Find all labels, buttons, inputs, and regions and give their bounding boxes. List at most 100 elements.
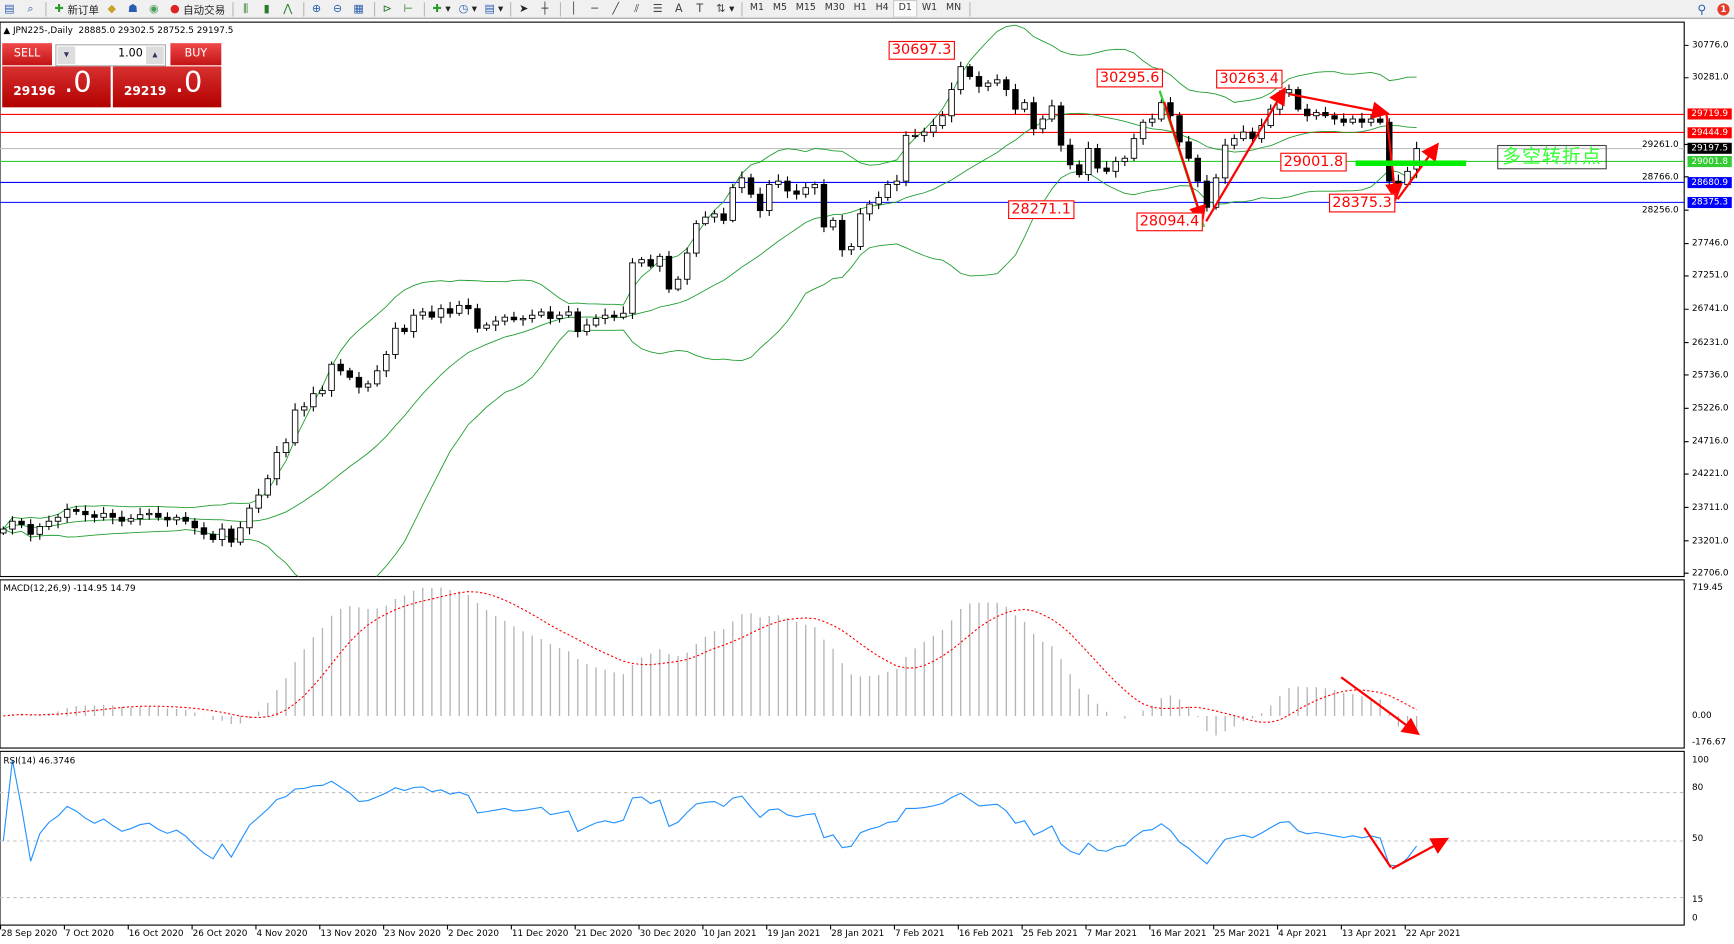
candle[interactable] [629,258,636,319]
candle[interactable] [282,438,290,458]
auto-trading-button[interactable]: ● 自动交易 [165,1,228,17]
candle[interactable] [592,314,600,328]
channel-button[interactable]: ⫽ [627,1,648,16]
candle[interactable] [100,507,107,521]
candle[interactable] [209,530,217,543]
candle[interactable] [848,243,855,255]
zoom-out-button[interactable]: ⊖ [328,1,349,16]
candle[interactable] [136,507,144,526]
candle[interactable] [1313,109,1320,120]
signals-button[interactable]: ◉ [144,1,165,16]
candle[interactable] [1094,143,1101,173]
candle[interactable] [1358,112,1366,128]
candle[interactable] [1121,155,1129,167]
timeframe-w1[interactable]: W1 [921,2,938,14]
search-icon[interactable]: ⚲ [1697,1,1707,17]
candle[interactable] [383,350,390,378]
chart-shift-button[interactable]: ⊢ [399,1,420,16]
candle[interactable] [255,488,262,513]
candle[interactable] [519,315,527,326]
candle[interactable] [392,322,399,359]
candle[interactable] [784,176,791,199]
candle[interactable] [428,305,436,320]
candle[interactable] [921,127,928,143]
text-label-button[interactable]: T [690,1,711,16]
candle[interactable] [1103,161,1110,175]
candle[interactable] [483,322,490,331]
candle[interactable] [228,525,235,548]
candle[interactable] [1285,84,1293,97]
candle[interactable] [319,385,326,397]
candle[interactable] [1085,141,1092,181]
candle[interactable] [875,191,882,210]
candle[interactable] [1048,99,1056,122]
candle[interactable] [583,318,591,336]
candle[interactable] [1030,96,1037,136]
candle[interactable] [191,518,199,535]
templates-button[interactable]: ▤ ▾ [484,2,504,15]
candle[interactable] [902,131,910,187]
price-annotation[interactable]: 28375.3 [1328,193,1396,213]
candle[interactable] [0,526,7,535]
candle[interactable] [1176,112,1183,147]
arrows-button[interactable]: ⇅ ▾ [716,2,735,15]
candle[interactable] [337,359,344,376]
candle[interactable] [36,523,44,540]
candle[interactable] [9,516,16,535]
candle[interactable] [574,307,581,338]
bar-chart-button[interactable]: ⫼ [236,1,257,16]
buy-button[interactable]: BUY [170,43,222,66]
candle[interactable] [1039,115,1046,134]
candle[interactable] [446,301,454,318]
candle[interactable] [1322,106,1329,119]
candle[interactable] [556,311,563,323]
crosshair-button[interactable]: ┼ [535,1,556,16]
candle[interactable] [364,380,372,392]
candle[interactable] [1185,136,1192,161]
candle[interactable] [939,111,946,129]
buy-price[interactable]: 29219 .0 [112,66,222,108]
lot-size-input[interactable]: 1.00 [118,47,143,60]
candle[interactable] [1021,99,1028,113]
candle[interactable] [711,210,718,223]
candle[interactable] [419,307,426,320]
timeframe-m5[interactable]: M5 [772,2,787,14]
rsi-arrow-up[interactable] [1391,837,1450,870]
price-annotation[interactable]: 30263.4 [1216,69,1283,89]
candle[interactable] [73,505,80,515]
candle[interactable] [465,298,472,315]
candle[interactable] [18,518,25,529]
candle[interactable] [173,514,180,525]
candle[interactable] [54,513,62,529]
candle[interactable] [547,306,554,325]
autoscroll-button[interactable]: ⊳ [378,1,399,16]
price-annotation[interactable]: 29001.8 [1280,152,1347,172]
candle[interactable] [756,187,764,218]
metaeditor-button[interactable]: ◆ [102,1,123,16]
candle[interactable] [501,314,509,326]
notification-badge[interactable]: 1 [1717,2,1730,15]
price-annotation[interactable]: 30295.6 [1096,68,1163,88]
candle[interactable] [1003,76,1010,97]
lot-decrease-button[interactable]: ▼ [57,46,76,65]
candle[interactable] [63,503,71,523]
candle[interactable] [373,365,381,387]
tile-windows-button[interactable]: ▦ [349,1,370,16]
candle[interactable] [237,521,244,546]
timeframe-m15[interactable]: M15 [795,2,816,14]
timeframe-h1[interactable]: H1 [853,2,867,14]
candle[interactable] [893,174,901,192]
line-chart-button[interactable]: ⋀ [278,1,299,16]
candle[interactable] [109,509,116,525]
candle[interactable] [1231,134,1238,150]
candle[interactable] [638,257,645,267]
candle[interactable] [310,386,317,412]
price-annotation[interactable]: 28271.1 [1008,200,1075,220]
candle[interactable] [1240,125,1247,142]
indicators-button[interactable]: ✚ ▾ [432,2,451,15]
candle[interactable] [911,128,919,139]
fibonacci-button[interactable]: ☰ [648,1,669,16]
candle[interactable] [802,182,809,198]
candle[interactable] [45,515,53,531]
candle[interactable] [702,211,709,226]
